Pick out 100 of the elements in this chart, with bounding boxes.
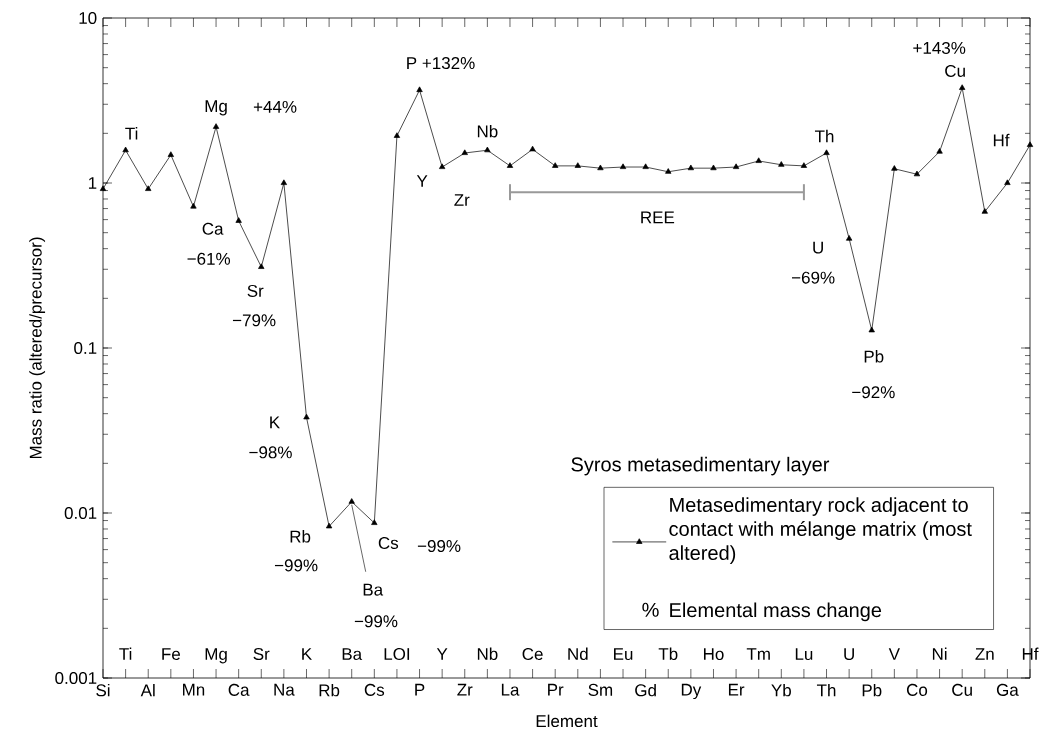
x-tick-label: Al bbox=[140, 683, 155, 697]
point bbox=[913, 170, 921, 177]
x-tick-label: Fe bbox=[162, 648, 180, 661]
point bbox=[439, 163, 446, 169]
x-tick-label: Mg bbox=[205, 648, 227, 664]
x-tick-label: Hf bbox=[1022, 647, 1039, 660]
x-tick-label: Cs bbox=[364, 683, 385, 696]
point bbox=[687, 164, 694, 171]
point bbox=[99, 185, 107, 191]
annotation: Nb bbox=[477, 124, 498, 138]
x-tick-label: Eu bbox=[614, 648, 633, 661]
annotation: Mg bbox=[205, 100, 227, 116]
point bbox=[506, 162, 514, 168]
legend-title: Syros metasedimentary layer bbox=[571, 456, 830, 476]
x-tick-label: Ca bbox=[228, 683, 250, 696]
annotation: −99% bbox=[274, 559, 318, 572]
x-tick-label: U bbox=[844, 648, 854, 661]
x-tick-label: Y bbox=[436, 648, 448, 660]
x-tick-label: Cu bbox=[952, 683, 972, 696]
annotation: REE bbox=[641, 211, 675, 224]
x-tick-label: Ga bbox=[996, 683, 1019, 696]
x-tick-label: Th bbox=[816, 683, 836, 697]
point bbox=[846, 235, 853, 241]
x-tick-label: Er bbox=[728, 683, 745, 696]
annotation: Pb bbox=[864, 350, 884, 363]
x-tick-label: Na bbox=[274, 683, 295, 696]
point bbox=[190, 203, 197, 209]
y-tick-label: 1 bbox=[88, 177, 97, 189]
annotation: Rb bbox=[290, 530, 311, 543]
annotation: −92% bbox=[852, 386, 895, 399]
annotation: P +132% bbox=[407, 57, 475, 70]
x-axis-title: Element bbox=[536, 714, 598, 728]
annotation: −79% bbox=[232, 314, 276, 327]
x-tick-label: Sm bbox=[588, 683, 613, 696]
point bbox=[371, 519, 378, 525]
annotation: Ba bbox=[363, 583, 384, 596]
annotation: −99% bbox=[417, 539, 461, 553]
point bbox=[732, 163, 740, 169]
annotation: Cs bbox=[378, 536, 399, 550]
x-tick-label: Ho bbox=[703, 648, 724, 661]
annotation: U bbox=[813, 241, 823, 254]
x-tick-label: Tm bbox=[746, 648, 770, 660]
x-tick-label: Dy bbox=[681, 683, 702, 700]
x-tick-label: Lu bbox=[795, 648, 813, 661]
x-tick-label: Co bbox=[906, 683, 928, 696]
point bbox=[235, 217, 242, 223]
x-tick-label: Ni bbox=[932, 647, 947, 660]
point bbox=[800, 162, 808, 168]
point bbox=[778, 161, 785, 167]
annotation: −61% bbox=[187, 252, 231, 265]
x-tick-label: P bbox=[415, 683, 425, 696]
point bbox=[212, 123, 220, 129]
point bbox=[552, 162, 559, 168]
annotation: Y bbox=[416, 175, 428, 187]
x-tick-label: Sr bbox=[253, 648, 270, 661]
x-tick-label: Rb bbox=[319, 683, 340, 697]
point bbox=[529, 145, 536, 152]
x-tick-label: Nb bbox=[477, 647, 498, 661]
x-tick-label: Ce bbox=[522, 648, 543, 661]
annotation: +143% bbox=[913, 41, 966, 54]
x-tick-label: Gd bbox=[635, 683, 656, 697]
annotation: Cu bbox=[945, 64, 965, 77]
point bbox=[303, 413, 310, 420]
point bbox=[868, 326, 875, 333]
y-axis-title: Mass ratio (altered/precursor) bbox=[29, 237, 46, 459]
annotation: Ca bbox=[202, 222, 224, 235]
point bbox=[167, 151, 174, 157]
annotation: −69% bbox=[791, 271, 835, 284]
point bbox=[619, 163, 627, 169]
x-tick-label: Yb bbox=[771, 683, 791, 697]
x-tick-label: Ba bbox=[342, 648, 363, 661]
x-tick-label: La bbox=[501, 683, 520, 696]
point bbox=[393, 132, 401, 138]
x-tick-label: Pr bbox=[548, 683, 564, 696]
x-tick-label: V bbox=[888, 648, 900, 660]
annotation: Sr bbox=[247, 284, 264, 297]
annotation: % bbox=[642, 602, 659, 617]
point bbox=[1004, 179, 1011, 185]
x-tick-label: Si bbox=[96, 683, 110, 697]
annotation: K bbox=[270, 416, 280, 429]
point bbox=[145, 185, 152, 191]
x-tick-label: Tb bbox=[658, 647, 678, 661]
point bbox=[981, 208, 988, 214]
annotation: Ti bbox=[125, 127, 138, 140]
point bbox=[710, 164, 717, 171]
annotation: +44% bbox=[253, 100, 297, 113]
point bbox=[1026, 141, 1034, 147]
y-tick-label: 0.001 bbox=[55, 671, 97, 685]
annotation: Zr bbox=[454, 194, 470, 206]
point bbox=[642, 163, 649, 169]
point bbox=[258, 263, 265, 269]
x-tick-label: Zr bbox=[457, 683, 473, 696]
point bbox=[484, 146, 491, 153]
point bbox=[755, 157, 762, 163]
point bbox=[348, 498, 355, 504]
x-tick-label: Pb bbox=[862, 683, 882, 697]
annotation: Elemental mass change bbox=[670, 602, 882, 622]
point bbox=[325, 522, 333, 529]
point bbox=[936, 148, 943, 154]
annotation: −98% bbox=[249, 446, 292, 459]
